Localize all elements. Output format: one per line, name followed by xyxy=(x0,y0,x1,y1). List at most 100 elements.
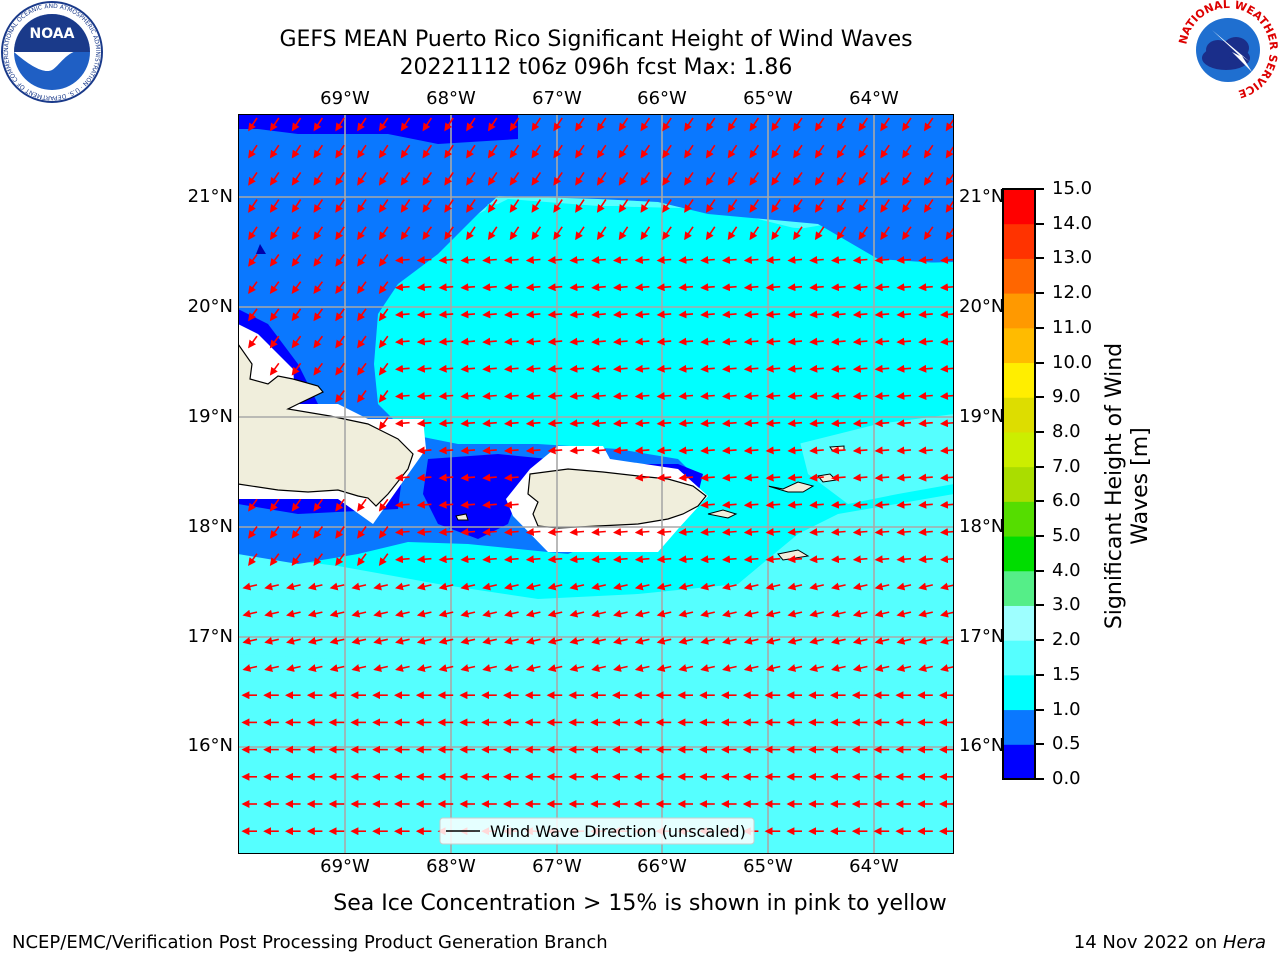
colorbar-tick-mark xyxy=(1036,569,1044,572)
wind-wave-arrow xyxy=(525,664,541,672)
wind-wave-arrow xyxy=(858,199,869,213)
wind-wave-arrow xyxy=(291,308,302,322)
colorbar-tick-mark xyxy=(1036,292,1044,295)
wind-wave-arrow xyxy=(416,500,432,509)
wind-wave-arrow xyxy=(438,555,454,564)
wind-wave-arrow xyxy=(809,555,824,564)
wind-wave-arrow xyxy=(378,526,389,539)
wind-wave-arrow xyxy=(662,144,672,159)
wind-wave-arrow xyxy=(525,392,541,400)
wind-wave-arrow xyxy=(357,226,367,241)
hispaniola-land xyxy=(238,342,414,507)
wind-wave-arrow xyxy=(852,473,868,482)
colorbar-band xyxy=(1003,293,1035,329)
wind-wave-arrow xyxy=(395,636,410,645)
wind-wave-arrow xyxy=(809,609,824,618)
wind-wave-arrow xyxy=(634,256,650,264)
lon-label-bottom: 66°W xyxy=(637,856,687,877)
wind-wave-arrow xyxy=(482,364,497,373)
wind-wave-arrow xyxy=(569,446,585,455)
wind-wave-arrow xyxy=(416,337,432,346)
wind-wave-arrow xyxy=(400,117,411,132)
colorbar-tick-label: 1.5 xyxy=(1052,663,1081,685)
wind-wave-arrow xyxy=(787,446,803,455)
wind-wave-arrow xyxy=(591,664,606,672)
wind-wave-arrow xyxy=(329,582,345,591)
wind-wave-arrow xyxy=(335,498,345,512)
wind-wave-arrow xyxy=(444,226,454,241)
wind-wave-arrow xyxy=(291,553,302,566)
footer-date: 14 Nov 2022 on Hera xyxy=(1073,932,1266,953)
wind-wave-arrow xyxy=(722,256,737,264)
wind-wave-arrow xyxy=(618,171,629,186)
wind-wave-arrow xyxy=(313,362,324,376)
colorbar-tick-mark xyxy=(1036,465,1044,468)
lon-label-bottom: 67°W xyxy=(532,856,582,877)
wind-wave-arrow xyxy=(809,664,824,672)
wind-wave-arrow xyxy=(852,609,868,618)
wind-wave-arrow xyxy=(918,500,933,509)
wind-wave-arrow xyxy=(771,226,781,241)
wind-wave-arrow xyxy=(656,664,672,672)
wind-wave-arrow xyxy=(547,310,563,319)
wind-wave-arrow xyxy=(269,308,280,322)
lat-label-left: 21°N xyxy=(187,186,233,207)
wind-wave-arrow xyxy=(765,664,781,672)
wind-wave-arrow xyxy=(569,337,585,346)
wind-wave-arrow xyxy=(634,582,650,591)
wind-wave-arrow xyxy=(765,500,781,509)
colorbar-tick-label: 15.0 xyxy=(1052,178,1093,199)
wind-wave-arrow xyxy=(705,199,716,213)
wind-wave-arrow xyxy=(395,256,410,264)
colorbar-tick-mark xyxy=(1036,743,1044,746)
wind-wave-arrow xyxy=(705,226,716,241)
wind-wave-arrow xyxy=(793,199,803,213)
wind-wave-arrow xyxy=(357,553,367,566)
wind-wave-arrow xyxy=(743,310,759,319)
wind-wave-arrow xyxy=(809,582,824,591)
wind-wave-arrow xyxy=(634,364,650,373)
wind-wave-arrow xyxy=(640,199,651,213)
wind-wave-arrow xyxy=(858,226,869,241)
wind-wave-arrow xyxy=(248,117,258,132)
wind-wave-arrow xyxy=(918,256,933,264)
wind-wave-arrow xyxy=(705,144,716,159)
wind-wave-arrow xyxy=(335,281,345,294)
lat-label-left: 16°N xyxy=(187,735,233,756)
wind-wave-arrow xyxy=(656,609,672,618)
wind-wave-arrow xyxy=(852,636,868,645)
wind-wave-arrow xyxy=(874,392,890,400)
wind-wave-arrow xyxy=(335,390,345,403)
wind-wave-arrow xyxy=(460,582,476,591)
wind-wave-arrow xyxy=(547,364,563,373)
wind-wave-arrow xyxy=(307,636,323,645)
wind-wave-arrow xyxy=(678,419,694,428)
wind-wave-arrow xyxy=(852,446,868,455)
wind-wave-arrow xyxy=(765,283,781,292)
colorbar-tick-mark xyxy=(1036,708,1044,711)
wind-wave-arrow xyxy=(940,609,954,618)
wind-wave-arrow xyxy=(504,283,519,292)
wind-wave-arrow xyxy=(357,199,367,213)
wind-wave-arrow xyxy=(656,555,672,564)
wind-wave-arrow xyxy=(248,226,258,241)
lat-label-right: 18°N xyxy=(959,516,1005,537)
wind-wave-arrow xyxy=(940,256,954,264)
wind-wave-arrow xyxy=(438,337,454,346)
wind-wave-arrow xyxy=(248,308,258,322)
wind-wave-arrow xyxy=(743,419,759,428)
wind-wave-arrow xyxy=(487,144,498,159)
colorbar-tick-mark xyxy=(1036,326,1044,329)
wind-wave-arrow xyxy=(902,199,912,213)
wind-wave-arrow xyxy=(553,144,563,159)
legend-label: Wind Wave Direction (unscaled) xyxy=(490,822,746,841)
wind-wave-arrow xyxy=(438,256,454,264)
wind-wave-arrow xyxy=(575,144,585,159)
wind-wave-arrow xyxy=(896,337,912,346)
wind-wave-arrow xyxy=(809,419,824,428)
wind-wave-arrow xyxy=(373,636,388,645)
wind-wave-arrow xyxy=(438,664,454,672)
wind-wave-arrow xyxy=(307,582,323,591)
wind-wave-arrow xyxy=(460,392,476,400)
wind-wave-arrow xyxy=(613,419,628,428)
